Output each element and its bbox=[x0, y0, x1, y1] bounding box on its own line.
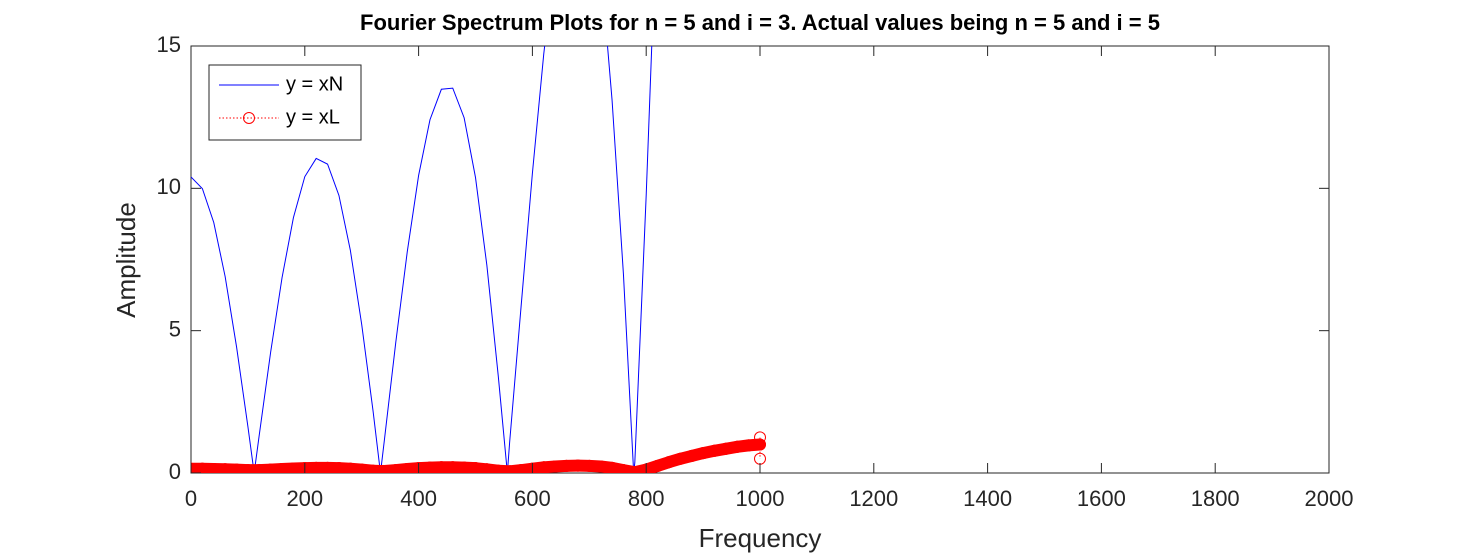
y-tick-label: 5 bbox=[169, 316, 181, 341]
y-axis-label: Amplitude bbox=[111, 202, 141, 318]
x-tick-label: 1400 bbox=[963, 486, 1012, 511]
x-tick-label: 2000 bbox=[1305, 486, 1354, 511]
y-tick-label: 0 bbox=[169, 459, 181, 484]
plot-area bbox=[190, 45, 1330, 474]
legend-box bbox=[208, 64, 362, 141]
marker-band bbox=[742, 438, 766, 452]
x-tick-label: 400 bbox=[400, 486, 437, 511]
x-tick-label: 1200 bbox=[849, 486, 898, 511]
x-axis-label: Frequency bbox=[699, 523, 822, 553]
y-tick-label: 15 bbox=[157, 32, 181, 57]
x-tick-label: 1600 bbox=[1077, 486, 1126, 511]
chart-title: Fourier Spectrum Plots for n = 5 and i =… bbox=[360, 10, 1160, 35]
series-line bbox=[191, 46, 653, 473]
legend-label: y = xL bbox=[286, 106, 340, 128]
x-tick-label: 800 bbox=[628, 486, 665, 511]
plot-marks bbox=[191, 46, 766, 473]
y-tick-label: 10 bbox=[157, 174, 181, 199]
x-tick-label: 0 bbox=[185, 486, 197, 511]
x-tick-label: 1800 bbox=[1191, 486, 1240, 511]
legend-marker bbox=[243, 112, 255, 124]
x-tick-label: 600 bbox=[514, 486, 551, 511]
legend-label: y = xN bbox=[286, 73, 343, 95]
x-tick-label: 200 bbox=[286, 486, 323, 511]
x-tick-label: 1000 bbox=[736, 486, 785, 511]
